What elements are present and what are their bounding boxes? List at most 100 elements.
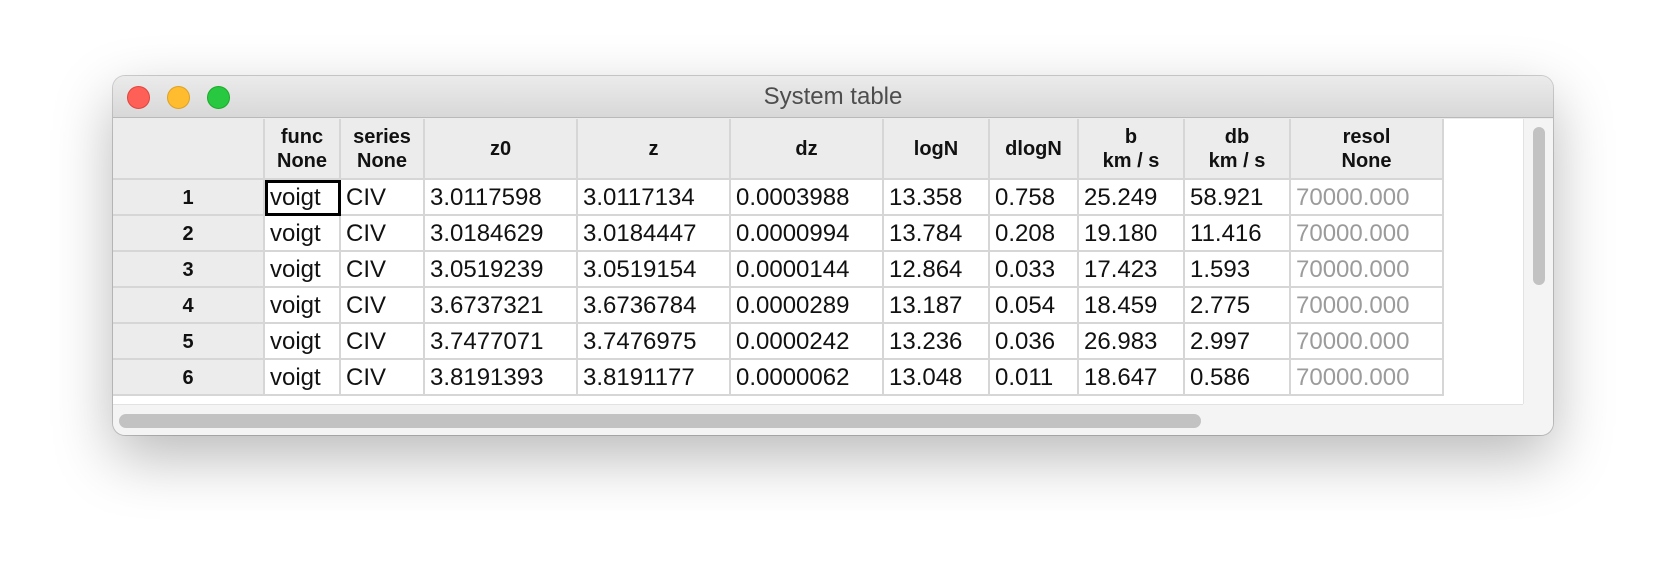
table-cell-series[interactable]: CIV xyxy=(341,180,425,216)
vertical-scroll-thumb[interactable] xyxy=(1533,127,1545,285)
table-cell-z0[interactable]: 3.7477071 xyxy=(425,324,578,360)
table-cell-z0[interactable]: 3.0117598 xyxy=(425,180,578,216)
table-cell-db[interactable]: 1.593 xyxy=(1185,252,1291,288)
table-cell-series[interactable]: CIV xyxy=(341,324,425,360)
table-cell-z[interactable]: 3.0184447 xyxy=(578,216,731,252)
table-corner-header xyxy=(113,119,265,180)
column-header-name: logN xyxy=(913,137,959,160)
table-cell-b[interactable]: 18.459 xyxy=(1079,288,1185,324)
table-cell-z[interactable]: 3.8191177 xyxy=(578,360,731,396)
table-cell-series[interactable]: CIV xyxy=(341,252,425,288)
window-title: System table xyxy=(763,83,903,110)
table-cell-b[interactable]: 18.647 xyxy=(1079,360,1185,396)
close-window-button[interactable] xyxy=(127,86,150,109)
table-cell-b[interactable]: 25.249 xyxy=(1079,180,1185,216)
title-bar[interactable]: System table xyxy=(113,76,1553,118)
table-cell-db[interactable]: 58.921 xyxy=(1185,180,1291,216)
table-cell-db[interactable]: 11.416 xyxy=(1185,216,1291,252)
table-cell-b[interactable]: 26.983 xyxy=(1079,324,1185,360)
column-header-func[interactable]: func None xyxy=(265,119,341,180)
table-cell-logN[interactable]: 13.187 xyxy=(884,288,990,324)
table-cell-z0[interactable]: 3.6737321 xyxy=(425,288,578,324)
column-header-unit: None xyxy=(357,149,407,172)
table-cell-z0[interactable]: 3.0184629 xyxy=(425,216,578,252)
table-cell-z[interactable]: 3.0519154 xyxy=(578,252,731,288)
table-cell-z0[interactable]: 3.0519239 xyxy=(425,252,578,288)
column-header-unit: km / s xyxy=(1102,149,1160,172)
column-header-unit: km / s xyxy=(1208,149,1266,172)
table-cell-func[interactable]: voigt xyxy=(265,324,341,360)
horizontal-scroll-thumb[interactable] xyxy=(119,414,1201,428)
column-header-db[interactable]: db km / s xyxy=(1185,119,1291,180)
table-cell-series[interactable]: CIV xyxy=(341,360,425,396)
table-cell-resol[interactable]: 70000.000 xyxy=(1291,324,1444,360)
column-header-name: b xyxy=(1124,125,1138,148)
table-cell-z0[interactable]: 3.8191393 xyxy=(425,360,578,396)
table-cell-func[interactable]: voigt xyxy=(265,360,341,396)
table-cell-dlogN[interactable]: 0.036 xyxy=(990,324,1079,360)
column-header-b[interactable]: b km / s xyxy=(1079,119,1185,180)
table-cell-dz[interactable]: 0.0000242 xyxy=(731,324,884,360)
table-cell-func[interactable]: voigt xyxy=(265,288,341,324)
column-header-name: db xyxy=(1224,125,1250,148)
row-header[interactable]: 6 xyxy=(113,360,265,396)
table-cell-dlogN[interactable]: 0.033 xyxy=(990,252,1079,288)
table-cell-dz[interactable]: 0.0000062 xyxy=(731,360,884,396)
table-cell-db[interactable]: 2.997 xyxy=(1185,324,1291,360)
table-cell-logN[interactable]: 13.236 xyxy=(884,324,990,360)
table-cell-func[interactable]: voigt xyxy=(265,252,341,288)
column-header-dlogN[interactable]: dlogN xyxy=(990,119,1079,180)
table-cell-z[interactable]: 3.7476975 xyxy=(578,324,731,360)
table-cell-series[interactable]: CIV xyxy=(341,216,425,252)
table-cell-resol[interactable]: 70000.000 xyxy=(1291,180,1444,216)
table-cell-logN[interactable]: 12.864 xyxy=(884,252,990,288)
row-header[interactable]: 2 xyxy=(113,216,265,252)
column-header-name: resol xyxy=(1342,125,1391,148)
column-header-name: z xyxy=(648,137,659,160)
column-header-dz[interactable]: dz xyxy=(731,119,884,180)
scroll-corner xyxy=(1523,404,1553,435)
table-cell-logN[interactable]: 13.048 xyxy=(884,360,990,396)
column-header-z0[interactable]: z0 xyxy=(425,119,578,180)
row-header[interactable]: 3 xyxy=(113,252,265,288)
table-cell-dlogN[interactable]: 0.208 xyxy=(990,216,1079,252)
column-header-name: dlogN xyxy=(1005,137,1062,160)
column-header-name: series xyxy=(353,125,411,148)
column-header-unit: None xyxy=(277,149,327,172)
table-cell-dlogN[interactable]: 0.758 xyxy=(990,180,1079,216)
row-header[interactable]: 4 xyxy=(113,288,265,324)
table-cell-dlogN[interactable]: 0.054 xyxy=(990,288,1079,324)
row-header[interactable]: 5 xyxy=(113,324,265,360)
table-cell-z[interactable]: 3.6736784 xyxy=(578,288,731,324)
column-header-logN[interactable]: logN xyxy=(884,119,990,180)
zoom-window-button[interactable] xyxy=(207,86,230,109)
table-cell-resol[interactable]: 70000.000 xyxy=(1291,360,1444,396)
table-cell-logN[interactable]: 13.784 xyxy=(884,216,990,252)
table-cell-dz[interactable]: 0.0000289 xyxy=(731,288,884,324)
table-cell-func[interactable]: voigt xyxy=(265,216,341,252)
table-cell-dlogN[interactable]: 0.011 xyxy=(990,360,1079,396)
table-cell-logN[interactable]: 13.358 xyxy=(884,180,990,216)
column-header-z[interactable]: z xyxy=(578,119,731,180)
table-cell-dz[interactable]: 0.0003988 xyxy=(731,180,884,216)
table-cell-dz[interactable]: 0.0000144 xyxy=(731,252,884,288)
table-cell-b[interactable]: 19.180 xyxy=(1079,216,1185,252)
column-header-name: func xyxy=(280,125,324,148)
table-cell-b[interactable]: 17.423 xyxy=(1079,252,1185,288)
table-cell-dz[interactable]: 0.0000994 xyxy=(731,216,884,252)
table-cell-func[interactable]: voigt xyxy=(265,180,341,216)
minimize-window-button[interactable] xyxy=(167,86,190,109)
column-header-name: dz xyxy=(795,137,818,160)
table-cell-resol[interactable]: 70000.000 xyxy=(1291,288,1444,324)
system-table-window: System table func None series None z0 z dz logN… xyxy=(113,76,1553,435)
row-header[interactable]: 1 xyxy=(113,180,265,216)
table-cell-db[interactable]: 2.775 xyxy=(1185,288,1291,324)
column-header-series[interactable]: series None xyxy=(341,119,425,180)
table-cell-resol[interactable]: 70000.000 xyxy=(1291,252,1444,288)
table-cell-db[interactable]: 0.586 xyxy=(1185,360,1291,396)
table-cell-series[interactable]: CIV xyxy=(341,288,425,324)
column-header-resol[interactable]: resol None xyxy=(1291,119,1444,180)
table-cell-z[interactable]: 3.0117134 xyxy=(578,180,731,216)
table-cell-resol[interactable]: 70000.000 xyxy=(1291,216,1444,252)
